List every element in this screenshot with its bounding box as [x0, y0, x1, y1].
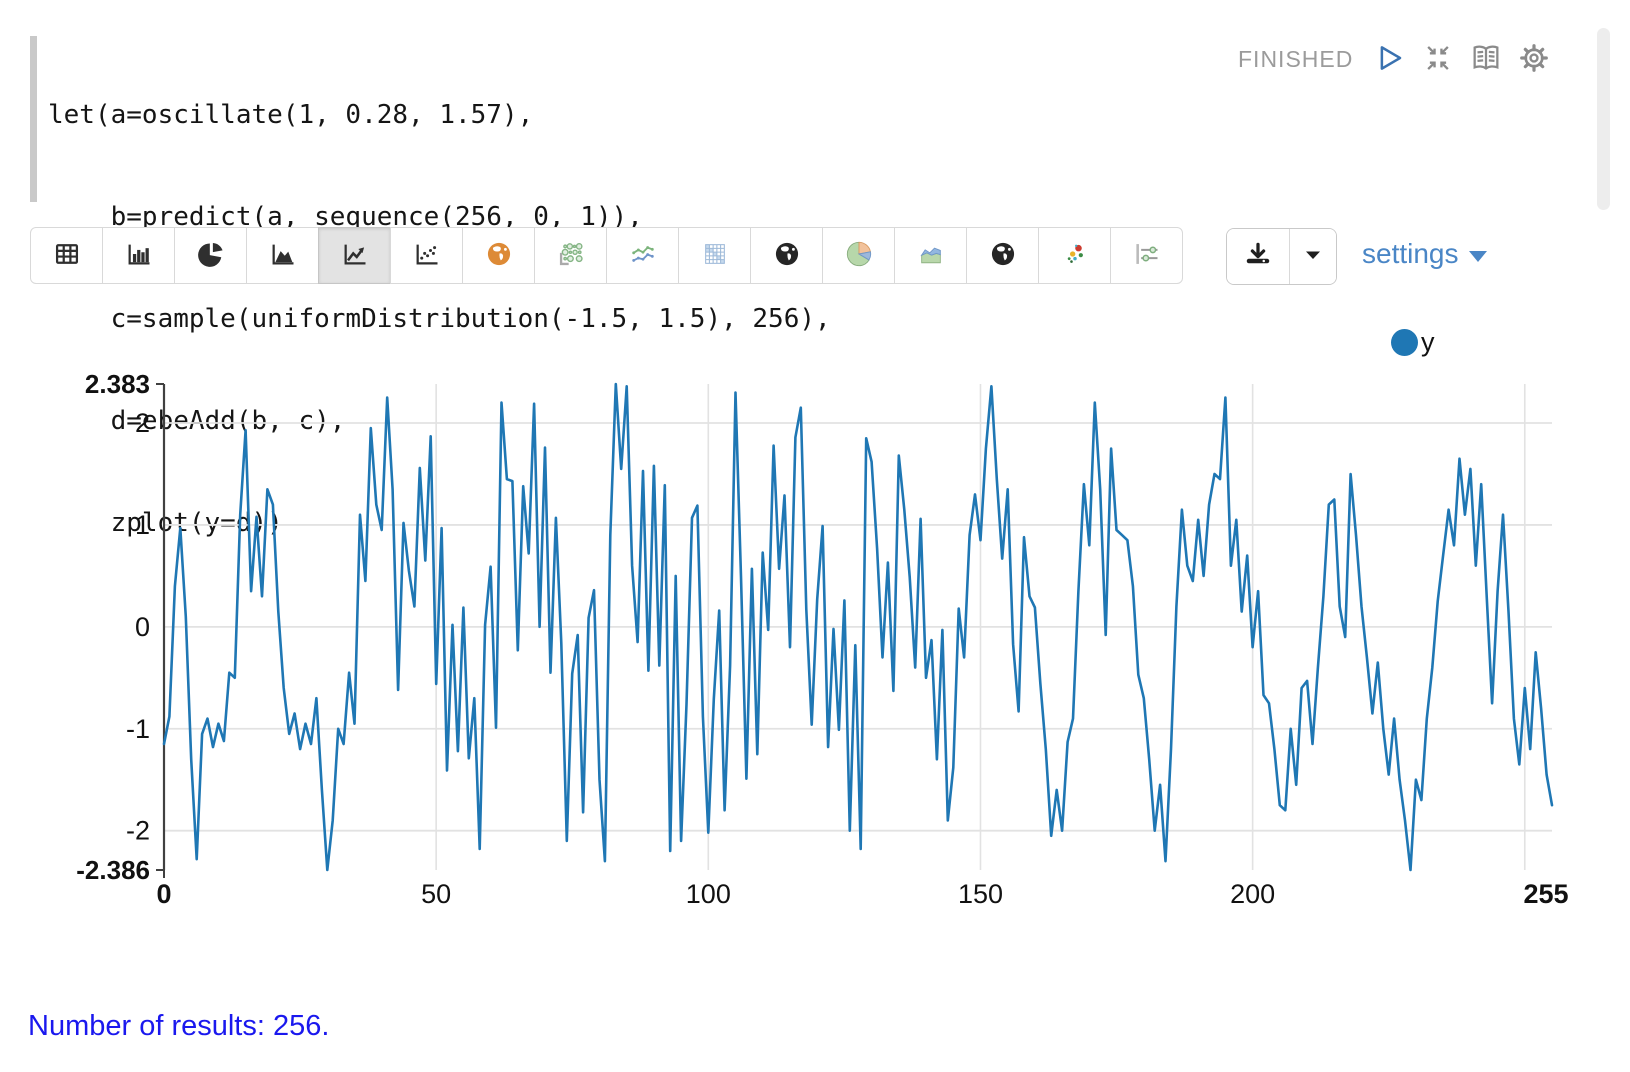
- paragraph-settings-button[interactable]: [1517, 42, 1551, 76]
- collapse-icon: [1422, 42, 1454, 77]
- x-tick-label: 100: [686, 879, 731, 909]
- scatter-chart-button[interactable]: [390, 227, 463, 284]
- download-split-button: [1226, 228, 1337, 285]
- area-chart-button[interactable]: [246, 227, 319, 284]
- code-line: let(a=oscillate(1, 0.28, 1.57),: [48, 100, 534, 130]
- scatter-color-button[interactable]: [1038, 227, 1111, 284]
- gear-icon: [1518, 42, 1550, 77]
- settings-link[interactable]: settings: [1362, 238, 1487, 270]
- x-axis-labels: 0 50 100 150 200 255: [156, 879, 1568, 909]
- settings-label: settings: [1362, 238, 1459, 269]
- y-axis: [156, 383, 166, 878]
- line-chart-icon: [341, 240, 369, 271]
- download-dropdown-button[interactable]: [1290, 229, 1336, 284]
- area-chart-icon: [269, 240, 297, 271]
- legend-dot: [1391, 329, 1418, 356]
- x-tick-label: 255: [1523, 879, 1568, 909]
- globe-dark-2-button[interactable]: [966, 227, 1039, 284]
- pie-chart-icon: [197, 240, 225, 271]
- pie-chart-color-icon: [845, 240, 873, 271]
- table-icon: [53, 240, 81, 271]
- heatmap-button[interactable]: [678, 227, 751, 284]
- globe-orange-icon: [485, 240, 513, 271]
- area-chart-color-icon: [917, 240, 945, 271]
- y-axis-labels: 2.383 2 1 0 -1 -2 -2.386: [76, 369, 150, 885]
- download-button[interactable]: [1227, 229, 1290, 284]
- x-tick-label: 50: [421, 879, 451, 909]
- paragraph-gutter: [30, 36, 37, 202]
- bar-chart-icon: [125, 240, 153, 271]
- y-tick-label: 1: [135, 510, 150, 540]
- run-button[interactable]: [1373, 42, 1407, 76]
- pie-chart-button[interactable]: [174, 227, 247, 284]
- globe-dark-icon: [773, 240, 801, 271]
- bubble-chart-icon: [557, 240, 585, 271]
- chart-type-toolbar: [30, 227, 1183, 284]
- results-count-text: Number of results: 256.: [28, 1010, 330, 1042]
- multi-line-chart-icon: [629, 240, 657, 271]
- y-tick-label: -2.386: [76, 855, 150, 885]
- caret-down-icon: [1301, 243, 1325, 270]
- code-line: c=sample(uniformDistribution(-1.5, 1.5),…: [48, 304, 831, 334]
- book-icon: [1469, 41, 1503, 78]
- legend-item-y[interactable]: y: [1391, 327, 1435, 358]
- download-icon: [1243, 240, 1273, 273]
- paragraph-controls: FINISHED: [1238, 42, 1551, 76]
- y-tick-label: -2: [126, 816, 150, 846]
- globe-dark-2-icon: [989, 240, 1017, 271]
- editor-scrollbar[interactable]: [1597, 28, 1610, 210]
- pie-chart-color-button[interactable]: [822, 227, 895, 284]
- globe-orange-button[interactable]: [462, 227, 535, 284]
- x-tick-label: 0: [156, 879, 171, 909]
- table-chart-button[interactable]: [30, 227, 103, 284]
- bubble-chart-button[interactable]: [534, 227, 607, 284]
- y-tick-label: 2: [135, 408, 150, 438]
- x-tick-label: 200: [1230, 879, 1275, 909]
- line-chart-button[interactable]: [318, 227, 391, 284]
- bar-chart-button[interactable]: [102, 227, 175, 284]
- scatter-color-icon: [1061, 240, 1089, 271]
- sliders-button[interactable]: [1110, 227, 1183, 284]
- scatter-chart-icon: [413, 240, 441, 271]
- globe-dark-button[interactable]: [750, 227, 823, 284]
- data-line-y: [162, 382, 1554, 872]
- settings-caret-icon: [1468, 250, 1487, 262]
- status-badge: FINISHED: [1238, 45, 1354, 72]
- sliders-icon: [1133, 240, 1161, 271]
- y-tick-label: 0: [135, 612, 150, 642]
- code-line: d=ebeAdd(b, c),: [48, 406, 346, 436]
- play-icon: [1375, 43, 1405, 76]
- multi-line-chart-button[interactable]: [606, 227, 679, 284]
- y-tick-label: 2.383: [85, 369, 150, 399]
- y-tick-label: -1: [126, 714, 150, 744]
- heatmap-icon: [701, 240, 729, 271]
- show-editor-button[interactable]: [1469, 42, 1503, 76]
- legend-label: y: [1421, 327, 1435, 357]
- collapse-button[interactable]: [1421, 42, 1455, 76]
- x-tick-label: 150: [958, 879, 1003, 909]
- area-chart-color-button[interactable]: [894, 227, 967, 284]
